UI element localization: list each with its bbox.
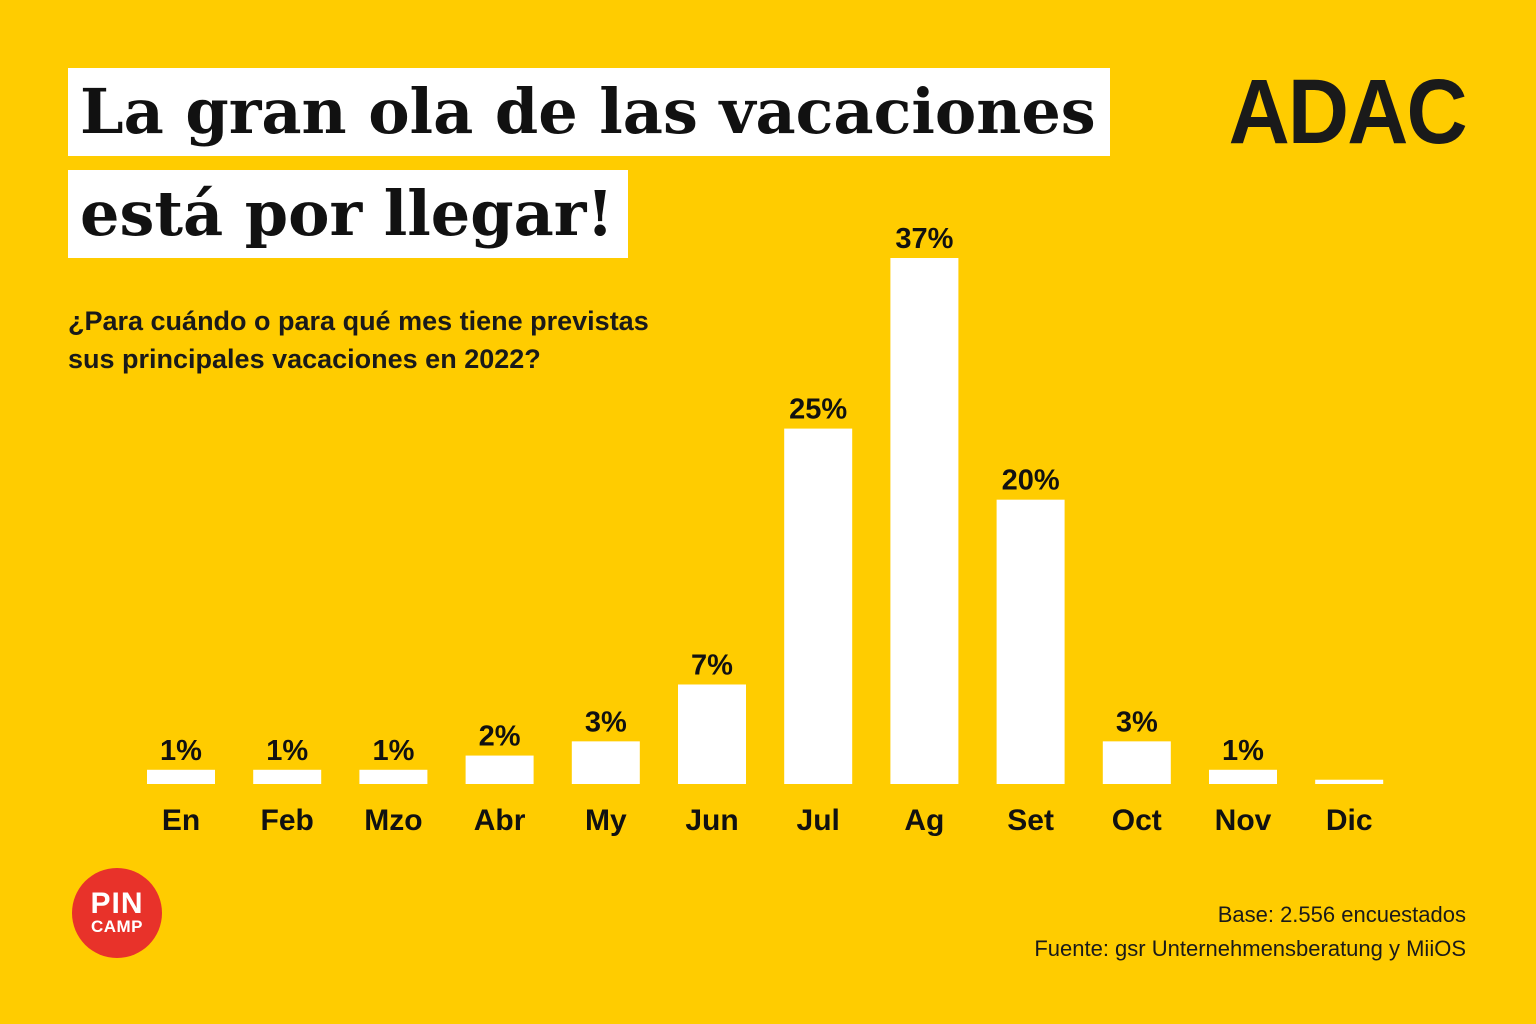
data-label-mzo: 1% — [372, 735, 414, 767]
category-label-ag: Ag — [904, 804, 944, 837]
category-label-feb: Feb — [261, 804, 314, 837]
bar-nov — [1209, 769, 1277, 784]
bar-mzo — [359, 769, 428, 784]
bar-en — [147, 769, 215, 784]
category-label-jun: Jun — [685, 804, 738, 837]
bar-feb — [253, 769, 322, 784]
footer-source: Fuente: gsr Unternehmensberatung y MiiOS — [1034, 936, 1466, 961]
category-label-en: En — [162, 804, 200, 837]
title-text-1: La gran ola de las vacaciones — [80, 75, 1096, 148]
bar-set — [996, 499, 1065, 784]
question-line-1: ¿Para cuándo o para qué mes tiene previs… — [68, 306, 649, 336]
title-line-2: está por llegar! — [68, 170, 628, 258]
category-label-nov: Nov — [1215, 804, 1272, 837]
chart-question: ¿Para cuándo o para qué mes tiene previs… — [68, 302, 828, 378]
bar-jun — [678, 684, 746, 784]
bar-jul — [784, 428, 853, 784]
data-label-en: 1% — [160, 735, 202, 767]
footer-base: Base: 2.556 encuestados — [1217, 902, 1466, 927]
category-label-dic: Dic — [1326, 804, 1373, 837]
data-label-set: 20% — [1002, 465, 1060, 497]
data-label-abr: 2% — [479, 721, 521, 753]
data-label-my: 3% — [585, 706, 627, 738]
pincamp-logo-top: PIN — [90, 887, 144, 920]
category-label-mzo: Mzo — [364, 804, 422, 837]
data-label-nov: 1% — [1222, 735, 1264, 767]
bar-my — [571, 741, 640, 784]
title-line-1: La gran ola de las vacaciones — [68, 68, 1110, 156]
bar-abr — [465, 755, 534, 784]
category-label-set: Set — [1007, 804, 1054, 837]
question-line-2: sus principales vacaciones en 2022? — [68, 344, 541, 374]
data-label-jul: 25% — [789, 394, 847, 426]
bar-oct — [1102, 741, 1171, 784]
data-label-jun: 7% — [691, 649, 733, 681]
category-label-jul: Jul — [797, 804, 840, 837]
category-label-oct: Oct — [1112, 804, 1162, 837]
category-label-my: My — [585, 804, 627, 837]
data-label-ag: 37% — [895, 223, 953, 255]
bar-ag — [890, 258, 959, 784]
footer-notes: Base: 2.556 encuestados Fuente: gsr Unte… — [1034, 898, 1466, 966]
pincamp-logo: PIN CAMP — [72, 868, 162, 958]
data-label-feb: 1% — [266, 735, 308, 767]
title-text-2: está por llegar! — [80, 177, 614, 250]
pincamp-logo-bottom: CAMP — [90, 917, 144, 936]
adac-logo: ADAC — [1228, 61, 1468, 163]
bar-dic — [1315, 779, 1384, 784]
category-label-abr: Abr — [474, 804, 526, 837]
data-label-oct: 3% — [1116, 706, 1158, 738]
